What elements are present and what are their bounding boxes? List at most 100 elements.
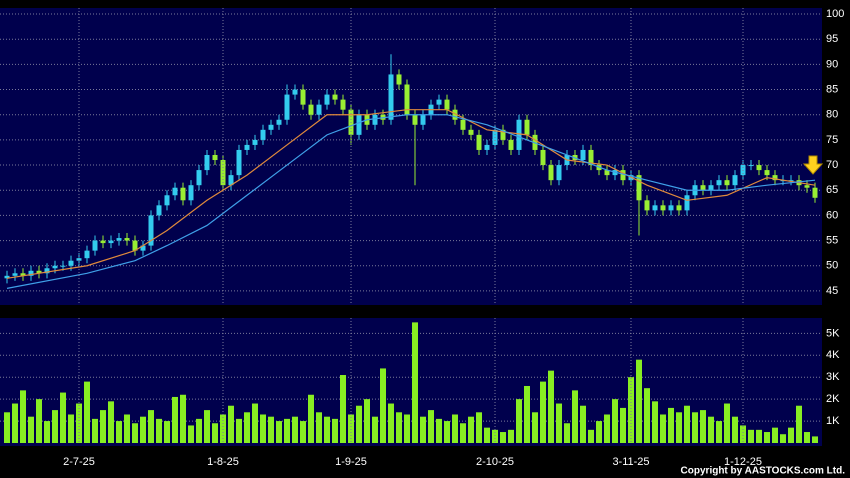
volume-bar	[452, 414, 458, 443]
candle-body	[36, 270, 42, 274]
volume-panel	[0, 318, 822, 446]
moving-average-line	[6, 109, 816, 279]
candle-body	[108, 240, 114, 244]
volume-bar	[596, 421, 602, 443]
y-tick-label: 70	[826, 159, 838, 171]
volume-bar	[812, 436, 818, 443]
x-tick-label: 2-7-25	[63, 456, 95, 468]
volume-bar	[260, 414, 266, 443]
candle-body	[60, 265, 66, 267]
volume-bar	[204, 410, 210, 443]
volume-bar	[628, 377, 634, 443]
volume-bar	[612, 399, 618, 443]
candle-body	[412, 114, 418, 125]
volume-bar	[388, 403, 394, 443]
candle-body	[76, 258, 82, 261]
candle-body	[388, 74, 394, 120]
y-tick-label: 5K	[826, 327, 840, 339]
volume-bar	[492, 429, 498, 443]
x-tick-label: 1-12-25	[724, 456, 762, 468]
candle-body	[404, 84, 410, 115]
candle-body	[252, 139, 258, 145]
volume-bar	[196, 418, 202, 443]
volume-bar	[348, 414, 354, 443]
volume-bar	[428, 410, 434, 443]
volume-bar	[508, 429, 514, 443]
candle-body	[444, 99, 450, 110]
volume-bar	[284, 418, 290, 443]
candle-body	[172, 187, 178, 196]
volume-bar	[308, 394, 314, 443]
candle-body	[44, 268, 50, 274]
candle-body	[604, 170, 610, 176]
volume-bar	[212, 423, 218, 443]
candle-body	[12, 273, 18, 276]
volume-bar	[644, 388, 650, 443]
volume-bar	[300, 421, 306, 443]
candle-body	[660, 205, 666, 211]
volume-bar	[588, 429, 594, 443]
candle-body	[204, 154, 210, 171]
candle-body	[372, 114, 378, 125]
candle-body	[588, 149, 594, 166]
candle-body	[436, 99, 442, 105]
volume-bar	[396, 412, 402, 443]
y-tick-label: 100	[826, 8, 844, 20]
y-tick-label: 85	[826, 83, 838, 95]
candle-body	[100, 240, 106, 244]
candle-body	[196, 170, 202, 186]
volume-bar	[364, 399, 370, 443]
candle-body	[324, 94, 330, 105]
candle-body	[772, 175, 778, 181]
volume-bar	[20, 390, 26, 443]
candle-body	[756, 165, 762, 171]
arrow-marker	[802, 155, 824, 175]
candle-body	[420, 114, 426, 125]
volume-bar	[516, 399, 522, 443]
volume-bar	[444, 421, 450, 443]
y-tick-label: 60	[826, 209, 838, 221]
y-tick-label: 55	[826, 234, 838, 246]
candle-body	[700, 185, 706, 191]
y-tick-label: 1K	[826, 415, 840, 427]
candle-body	[676, 205, 682, 211]
volume-bar	[12, 403, 18, 443]
candle-body	[516, 119, 522, 150]
candle-body	[132, 240, 138, 251]
volume-bar	[60, 392, 66, 443]
volume-bar	[580, 405, 586, 443]
candle-body	[548, 165, 554, 181]
y-tick-label: 80	[826, 109, 838, 121]
volume-bar	[276, 421, 282, 443]
volume-bar	[228, 405, 234, 443]
volume-bar	[220, 414, 226, 443]
volume-bar	[156, 418, 162, 443]
volume-bar	[132, 423, 138, 443]
volume-bar	[292, 416, 298, 443]
volume-bar	[340, 375, 346, 443]
volume-bar	[4, 412, 10, 443]
volume-bar	[476, 412, 482, 443]
candle-body	[636, 175, 642, 201]
x-tick-label: 3-11-25	[612, 456, 649, 468]
volume-bar	[44, 421, 50, 443]
candle-body	[708, 185, 714, 191]
volume-bar	[332, 418, 338, 443]
candle-body	[124, 238, 130, 241]
volume-bar	[764, 432, 770, 443]
price-panel	[0, 8, 822, 305]
volume-bar	[788, 427, 794, 443]
volume-bar	[180, 394, 186, 443]
volume-bar	[460, 423, 466, 443]
volume-bar	[164, 421, 170, 443]
candle-body	[748, 165, 754, 167]
volume-bar	[268, 416, 274, 443]
volume-bar	[28, 416, 34, 443]
candle-body	[84, 250, 90, 259]
volume-bar	[188, 425, 194, 443]
candle-body	[508, 139, 514, 150]
candle-body	[812, 187, 818, 198]
volume-bar	[356, 405, 362, 443]
